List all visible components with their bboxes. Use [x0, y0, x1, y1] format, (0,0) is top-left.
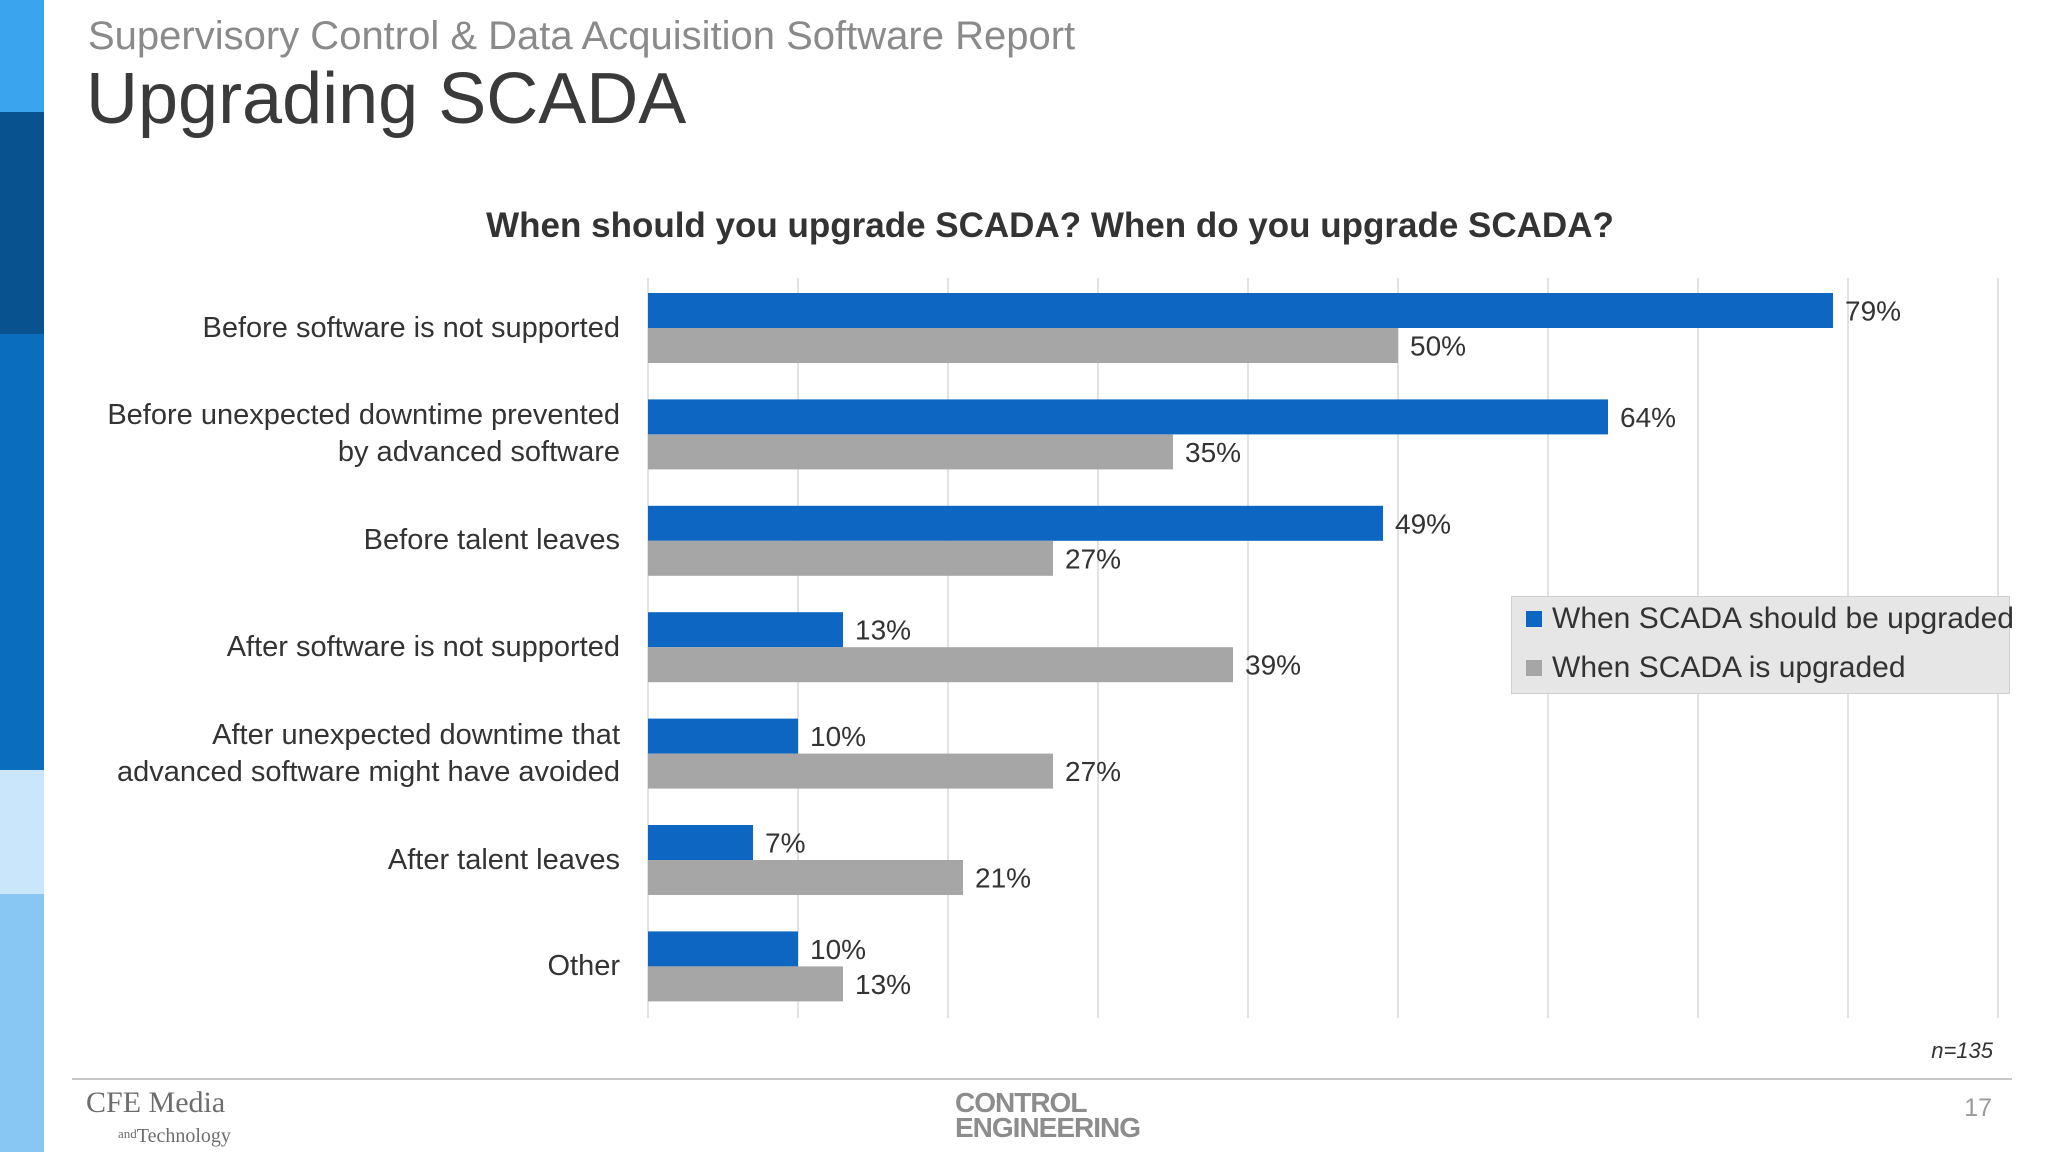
category-label-line: After talent leaves	[387, 843, 620, 876]
bar-is-upgraded	[648, 753, 1053, 789]
bar-should-upgrade	[648, 612, 843, 648]
ce-logo-line2: ENGINEERING	[955, 1112, 1141, 1143]
data-label: 27%	[1065, 543, 1121, 574]
data-label: 21%	[975, 863, 1031, 894]
legend-item-should: When SCADA should be upgraded	[1526, 602, 2014, 636]
ce-logo-line1: CONTROL	[955, 1087, 1087, 1118]
legend-item-is: When SCADA is upgraded	[1526, 651, 1906, 685]
legend-label-is: When SCADA is upgraded	[1552, 651, 1906, 684]
bar-is-upgraded	[648, 860, 963, 895]
legend-swatch-is	[1526, 660, 1542, 676]
sidebar-block-3	[0, 334, 44, 770]
bar-is-upgraded	[648, 540, 1053, 576]
category-label: After unexpected downtime that advanced s…	[117, 717, 620, 791]
category-label-line: by advanced software	[337, 436, 620, 469]
bar-should-upgrade	[648, 718, 798, 754]
bar-should-upgrade	[648, 931, 798, 967]
category-label: After software is not supported	[227, 629, 620, 666]
bar-should-upgrade	[648, 505, 1383, 541]
data-label: 10%	[810, 721, 866, 752]
category-label-line: advanced software might have avoided	[117, 755, 620, 788]
bar-is-upgraded	[648, 966, 843, 1002]
bar-is-upgraded	[648, 328, 1398, 363]
page-number: 17	[1964, 1094, 1992, 1122]
category-label: After talent leaves	[388, 842, 620, 879]
data-label: 49%	[1395, 508, 1451, 539]
cfe-media-logo: CFE Media andTechnology	[86, 1088, 231, 1153]
chart-title: When should you upgrade SCADA? When do y…	[486, 206, 1614, 245]
category-label-line: Before software is not supported	[202, 311, 620, 344]
bar-should-upgrade	[648, 399, 1608, 435]
data-label: 13%	[855, 615, 911, 646]
footer-divider	[72, 1078, 2012, 1080]
data-label: 10%	[810, 934, 866, 965]
bar-should-upgrade	[648, 293, 1833, 328]
data-label: 79%	[1845, 296, 1901, 327]
category-label-line: After software is not supported	[226, 630, 620, 663]
data-label: 39%	[1245, 650, 1301, 681]
cfe-logo-and: and	[118, 1126, 137, 1141]
bar-is-upgraded	[648, 434, 1173, 470]
sidebar-block-5	[0, 894, 44, 1152]
data-label: 27%	[1065, 756, 1121, 787]
category-label-line: Before unexpected downtime prevented	[107, 399, 620, 432]
category-label: Before talent leaves	[364, 522, 620, 559]
data-label: 7%	[765, 828, 805, 859]
sidebar-block-2	[0, 112, 44, 334]
category-label-line: Before talent leaves	[363, 524, 620, 557]
cfe-logo-technology: Technology	[136, 1125, 231, 1147]
legend-swatch-should	[1526, 611, 1542, 627]
data-label: 50%	[1410, 331, 1466, 362]
sidebar-stripe	[0, 0, 44, 1152]
page-title: Upgrading SCADA	[86, 59, 687, 139]
bar-should-upgrade	[648, 825, 753, 860]
control-engineering-logo: CONTROL ENGINEERING	[955, 1087, 1141, 1143]
bar-is-upgraded	[648, 647, 1233, 683]
category-label-line: After unexpected downtime that	[212, 718, 620, 751]
legend-label-should: When SCADA should be upgraded	[1552, 602, 2014, 635]
category-label: Before unexpected downtime prevented by a…	[107, 397, 620, 471]
sidebar-block-1	[0, 0, 44, 112]
sample-size-note: n=135	[1931, 1038, 1993, 1063]
chart-legend: When SCADA should be upgraded When SCADA…	[1511, 596, 2014, 694]
category-label-line: Other	[547, 949, 620, 982]
report-supertitle: Supervisory Control & Data Acquisition S…	[88, 14, 1076, 58]
data-label: 35%	[1185, 437, 1241, 468]
cfe-logo-line2: andTechnology	[86, 1118, 231, 1153]
sidebar-block-4	[0, 770, 44, 894]
category-label: Other	[547, 948, 620, 985]
category-label: Before software is not supported	[202, 310, 620, 347]
bar-chart: 79% 50% 64% 35% 49% 27% 13% 39% 10% 27% 7% 21% 10% 13…	[647, 278, 1999, 1018]
cfe-logo-line1: CFE Media	[86, 1086, 226, 1119]
data-label: 64%	[1620, 402, 1676, 433]
data-label: 13%	[855, 969, 911, 1000]
